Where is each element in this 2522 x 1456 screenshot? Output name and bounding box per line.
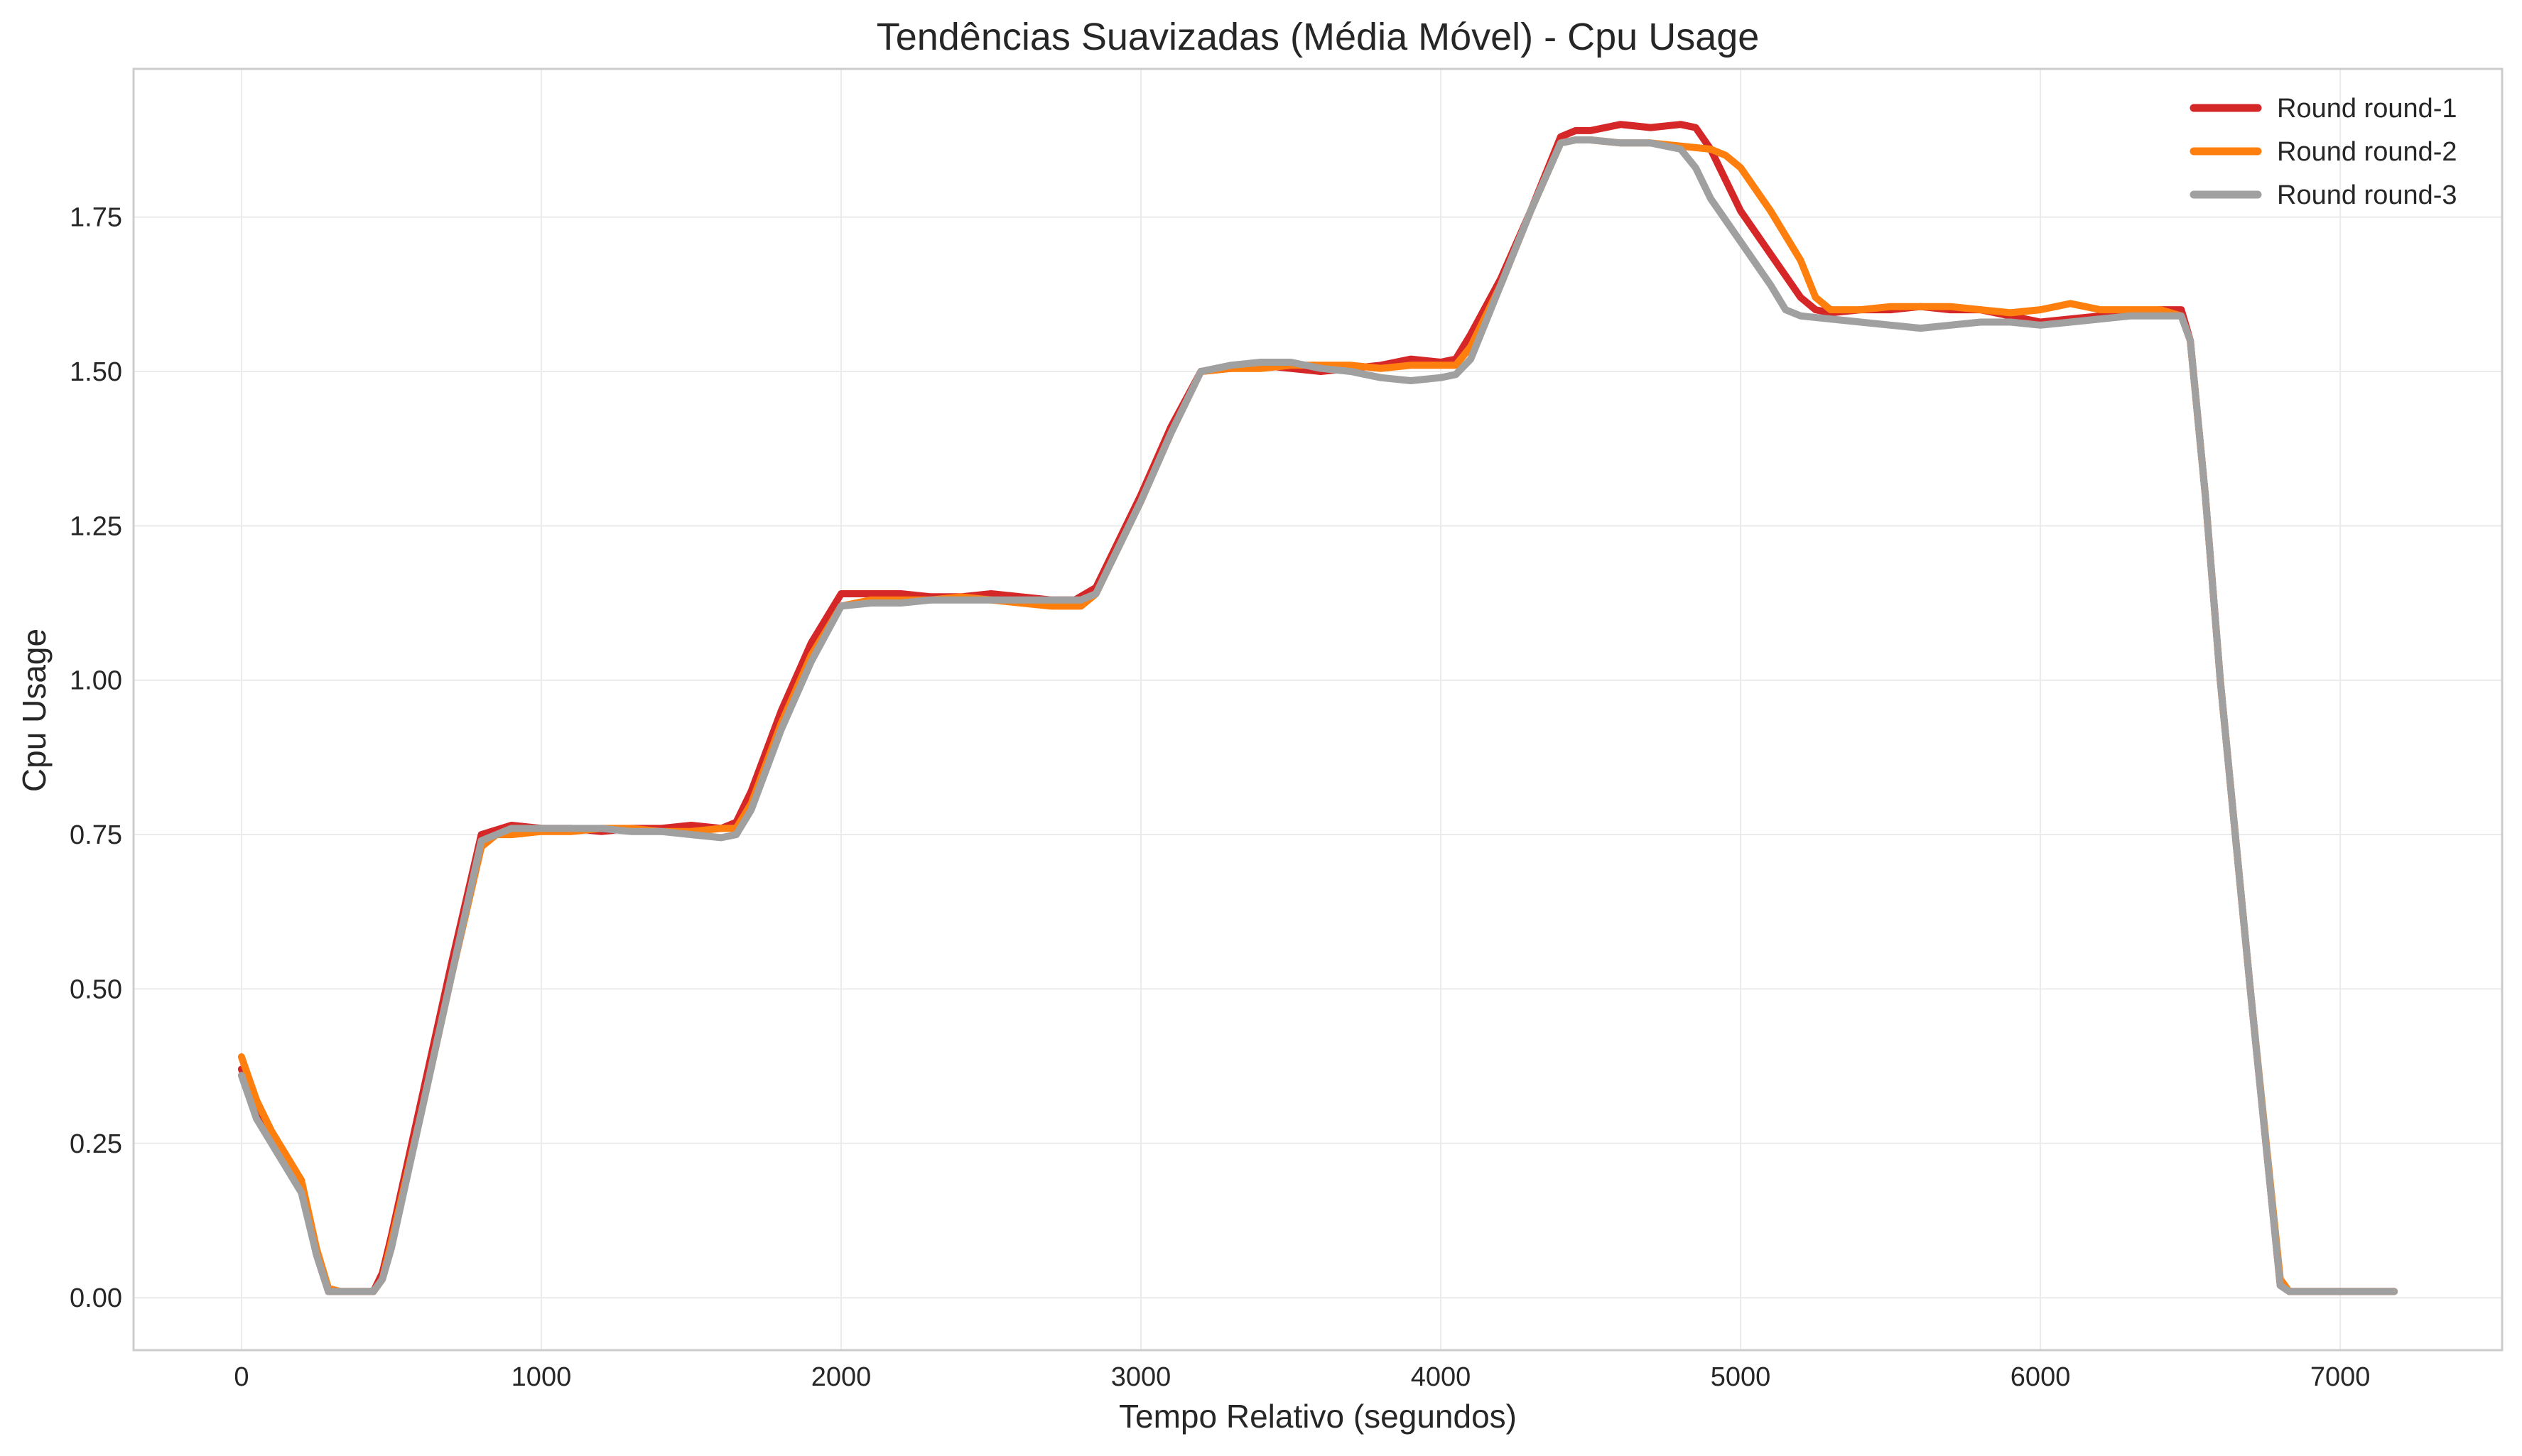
plot-frame: [132, 67, 2504, 1352]
y-tick-label: 1.50: [70, 357, 122, 387]
y-tick-label: 0.75: [70, 820, 122, 850]
x-tick-label: 0: [234, 1362, 249, 1392]
series-line-1: [237, 121, 2398, 1295]
y-tick-label: 0.25: [70, 1129, 122, 1159]
y-axis-label: Cpu Usage: [16, 629, 53, 792]
y-tick-label: 1.75: [70, 203, 122, 233]
y-tick-label: 1.00: [70, 666, 122, 696]
x-axis-ticks: 0 1000 2000 3000 4000 5000 6000 7000: [234, 1362, 2370, 1392]
x-axis-label: Tempo Relativo (segundos): [1119, 1398, 1517, 1435]
x-tick-label: 6000: [2010, 1362, 2071, 1392]
legend: Round round-1 Round round-2 Round round-3: [2190, 94, 2457, 210]
x-tick-label: 7000: [2310, 1362, 2371, 1392]
legend-label-3: Round round-3: [2277, 180, 2457, 210]
y-axis-ticks: 0.00 0.25 0.50 0.75 1.00 1.25 1.50 1.75: [70, 203, 122, 1313]
y-tick-label: 0.00: [70, 1283, 122, 1313]
series-lines: [237, 121, 2398, 1295]
series-line-3: [237, 136, 2398, 1295]
y-tick-label: 0.50: [70, 974, 122, 1004]
x-tick-label: 5000: [1711, 1362, 1771, 1392]
chart-title: Tendências Suavizadas (Média Móvel) - Cp…: [877, 16, 1760, 58]
x-tick-label: 1000: [512, 1362, 572, 1392]
x-tick-label: 3000: [1111, 1362, 1171, 1392]
legend-label-2: Round round-2: [2277, 137, 2457, 167]
grid-lines: [134, 69, 2502, 1350]
legend-label-1: Round round-1: [2277, 94, 2457, 124]
x-tick-label: 2000: [811, 1362, 872, 1392]
y-tick-label: 1.25: [70, 511, 122, 541]
series-line-2: [237, 136, 2398, 1295]
x-tick-label: 4000: [1411, 1362, 1471, 1392]
